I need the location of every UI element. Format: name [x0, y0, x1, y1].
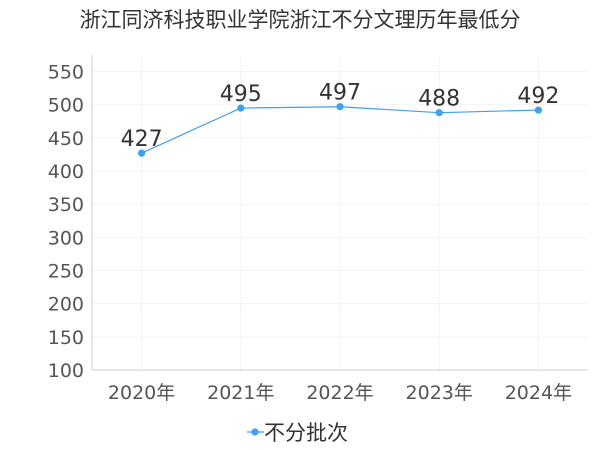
x-tick-label: 2023年: [406, 382, 473, 404]
data-point[interactable]: [237, 104, 245, 112]
y-tick-label: 250: [48, 261, 84, 283]
data-point[interactable]: [435, 109, 443, 117]
data-point[interactable]: [534, 106, 543, 114]
data-point[interactable]: [138, 149, 146, 157]
y-tick-label: 300: [48, 227, 84, 249]
x-tick-label: 2020年: [108, 382, 175, 404]
data-label: 497: [319, 81, 361, 106]
y-axis-ticks: 100 150 200 250 300 350 400 450 500 550: [48, 62, 84, 382]
y-tick-label: 450: [48, 128, 84, 150]
data-label: 492: [517, 84, 559, 109]
x-tick-label: 2024年: [505, 382, 572, 404]
y-tick-label: 200: [48, 294, 84, 316]
x-axis-ticks: 2020年 2021年 2022年 2023年 2024年: [108, 382, 572, 404]
legend-label: 不分批次: [264, 421, 348, 445]
y-tick-label: 150: [48, 327, 84, 349]
x-tick-label: 2021年: [207, 382, 274, 404]
y-tick-label: 100: [48, 360, 84, 382]
legend-marker: [251, 428, 259, 436]
chart-title: 浙江同济科技职业学院浙江不分文理历年最低分: [80, 8, 521, 32]
data-label: 488: [418, 87, 460, 112]
series: 427 495 497 488 492: [121, 81, 559, 157]
legend[interactable]: 不分批次: [247, 421, 348, 445]
data-label: 427: [121, 127, 163, 152]
y-tick-label: 500: [48, 95, 84, 117]
axes: [91, 55, 588, 371]
y-tick-label: 350: [48, 194, 84, 216]
data-label: 495: [220, 82, 262, 107]
y-tick-label: 550: [48, 62, 84, 84]
data-point[interactable]: [336, 103, 344, 111]
y-tick-label: 400: [48, 161, 84, 183]
x-tick-label: 2022年: [306, 382, 373, 404]
